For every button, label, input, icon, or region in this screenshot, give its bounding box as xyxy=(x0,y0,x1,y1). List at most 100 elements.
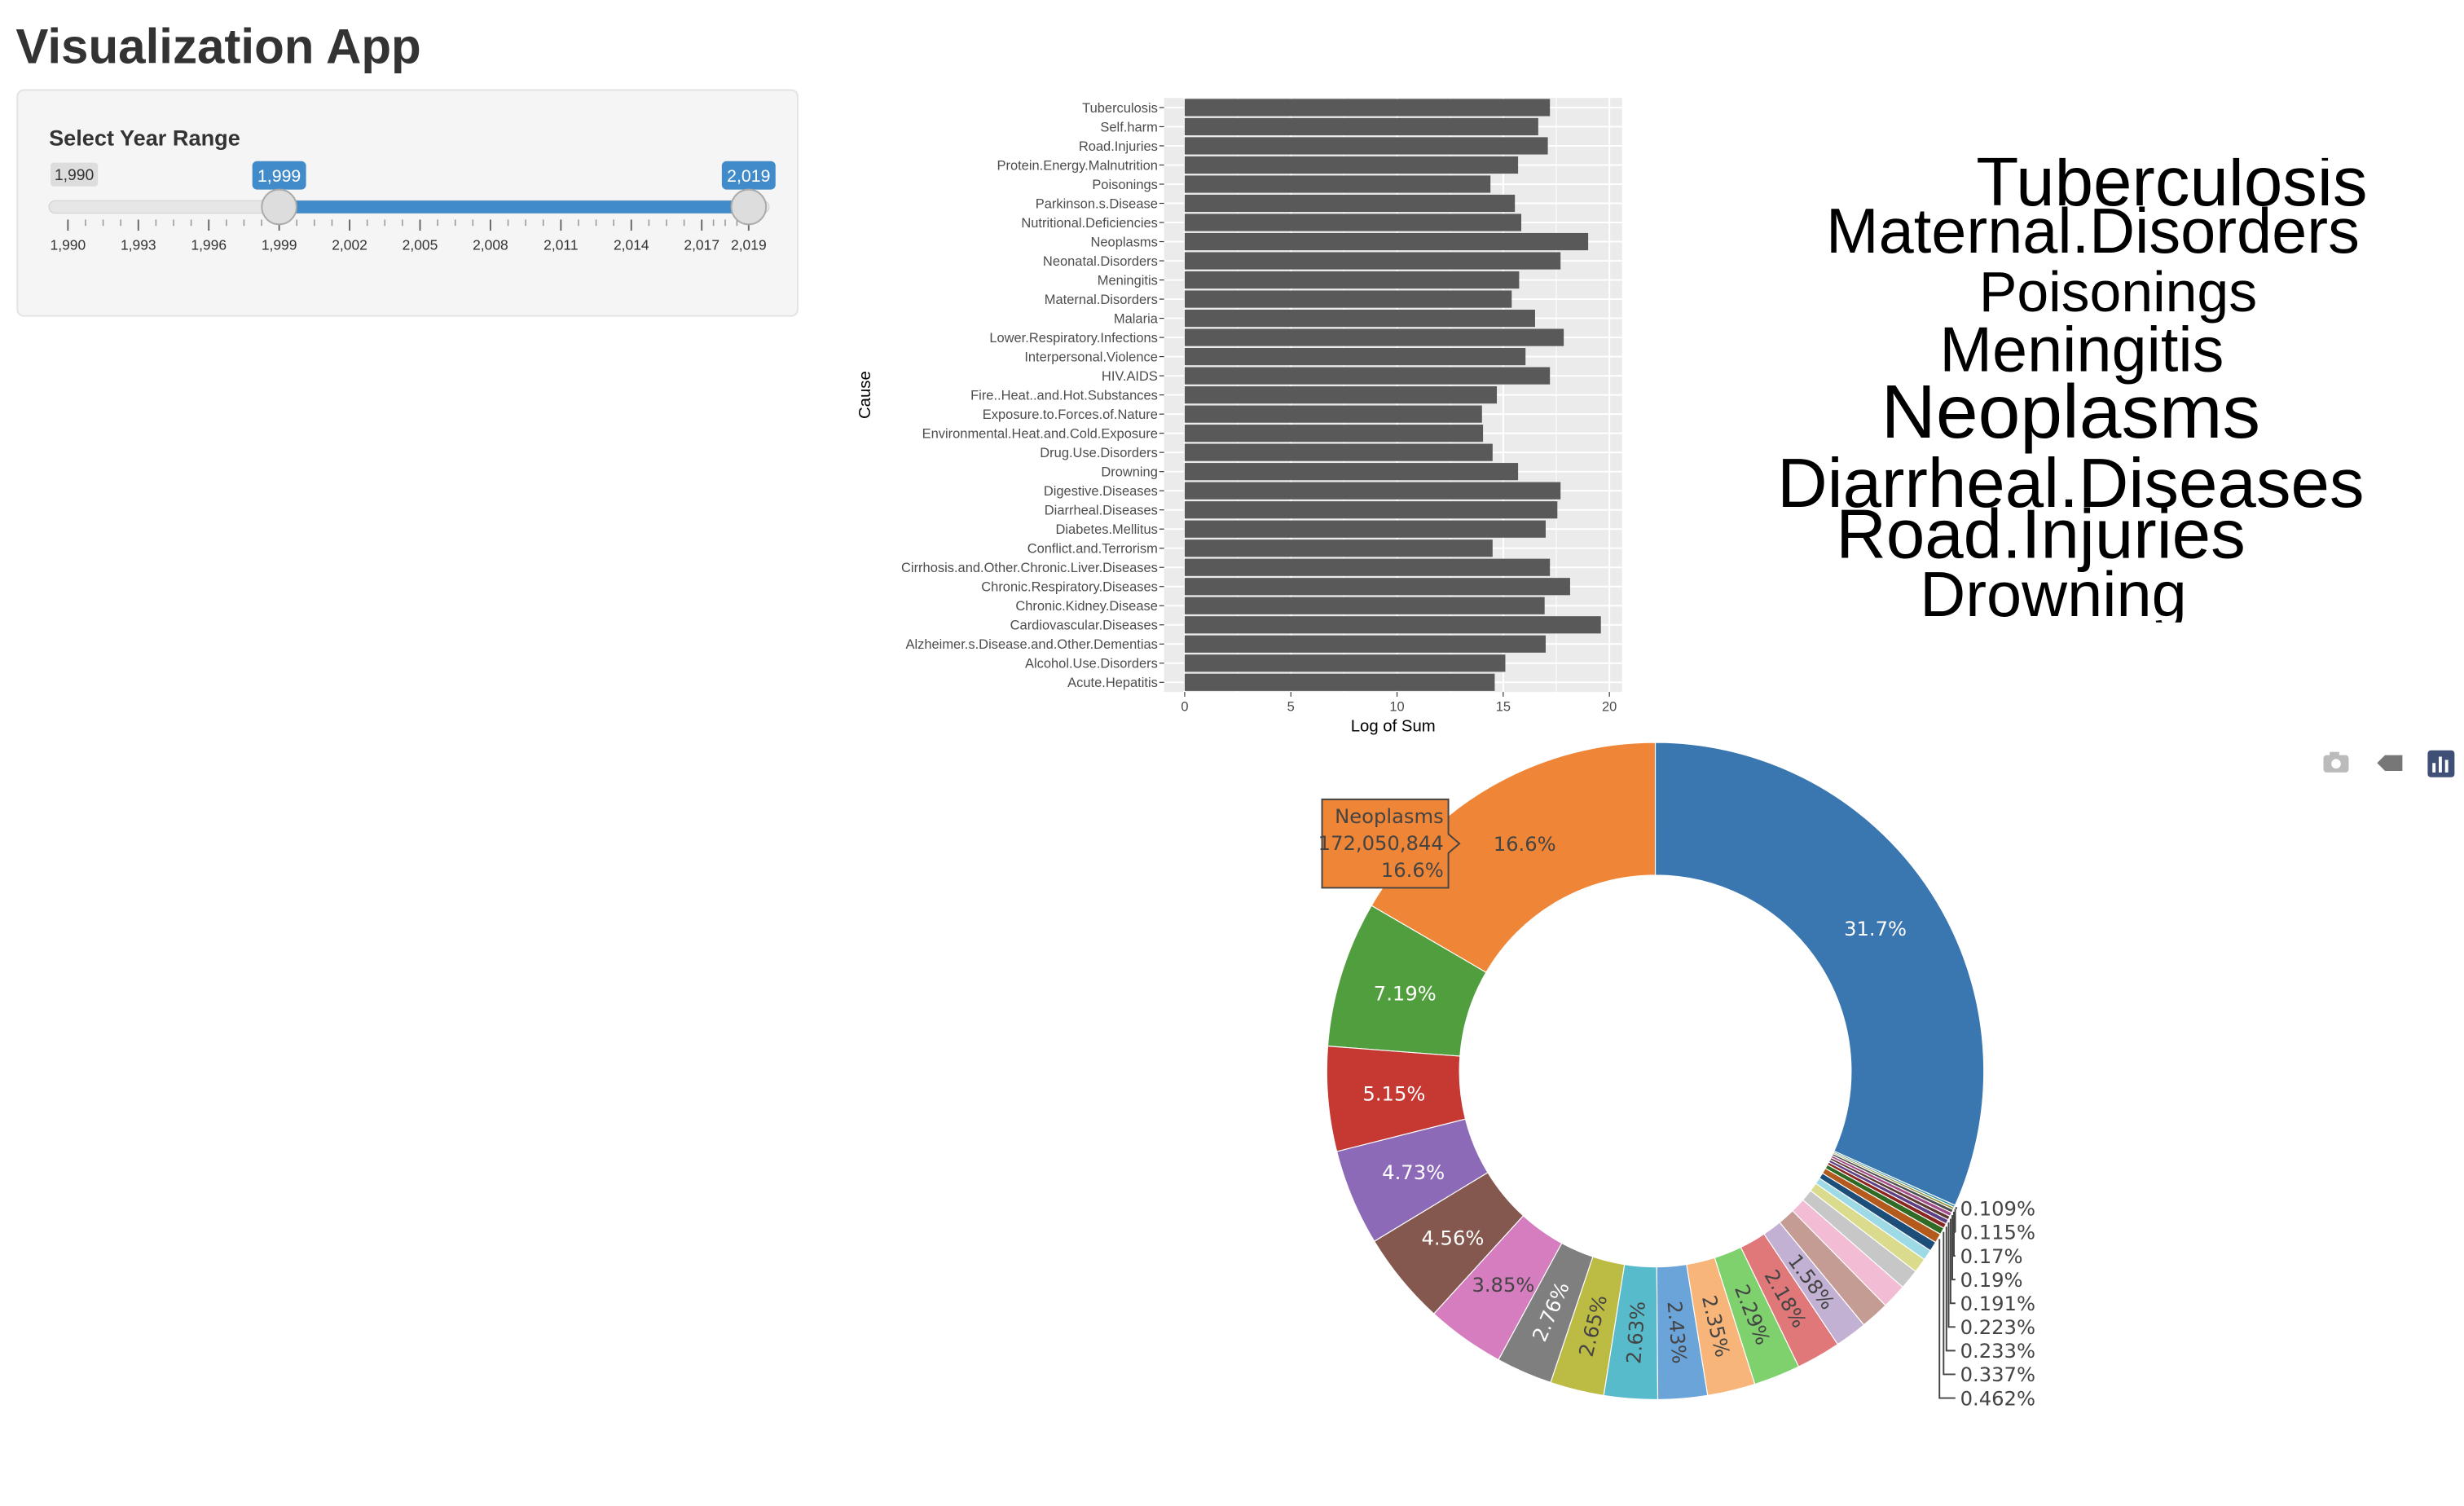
y-tick-label: Interpersonal.Violence xyxy=(1024,350,1158,364)
y-tick-label: Lower.Respiratory.Infections xyxy=(989,331,1158,346)
y-tick-label: Exposure.to.Forces.of.Nature xyxy=(983,407,1158,422)
donut-slice xyxy=(1654,742,1985,1206)
y-tick-label: Diarrheal.Diseases xyxy=(1045,504,1158,518)
word: Road.Injuries xyxy=(1836,495,2246,573)
outside-label: 0.223% xyxy=(1960,1316,2035,1339)
bar xyxy=(1184,578,1570,596)
to-label: 2,019 xyxy=(727,166,770,186)
bar xyxy=(1184,156,1519,174)
bar xyxy=(1184,99,1551,117)
donut-outside-labels: 0.109%0.115%0.17%0.19%0.191%0.223%0.233%… xyxy=(1938,1198,2035,1410)
hover-button[interactable] xyxy=(2377,755,2403,771)
bar xyxy=(1184,137,1548,155)
x-tick-label: 0 xyxy=(1181,699,1188,714)
min-label-box xyxy=(51,162,99,187)
outside-label: 0.191% xyxy=(1960,1292,2035,1315)
y-tick-label: Environmental.Heat.and.Cold.Exposure xyxy=(922,426,1158,441)
slice-label: 2.43% xyxy=(1663,1300,1691,1364)
bar xyxy=(1184,175,1491,193)
y-tick-label: Protein.Energy.Malnutrition xyxy=(997,158,1157,173)
from-label: 1,999 xyxy=(257,166,301,186)
slider-tick-label: 2,008 xyxy=(473,236,508,253)
bar xyxy=(1184,654,1506,672)
x-tick-label: 15 xyxy=(1496,699,1511,714)
word-cloud: TuberculosisMaternal.DisordersPoisonings… xyxy=(1777,158,2367,630)
slider-tick-label: 1,993 xyxy=(121,236,156,253)
slice-label: 4.56% xyxy=(1421,1226,1484,1249)
y-tick-label: Self.harm xyxy=(1100,120,1157,134)
y-tick-label: Acute.Hepatitis xyxy=(1067,676,1158,690)
bar xyxy=(1184,386,1498,404)
tooltip-percent: 16.6% xyxy=(1381,859,1444,882)
leader-line xyxy=(1949,1218,1956,1305)
leader-line xyxy=(1951,1215,1956,1281)
x-tick-label: 5 xyxy=(1287,699,1295,714)
outside-label: 0.17% xyxy=(1960,1245,2023,1268)
leader-line xyxy=(1943,1231,1956,1376)
bar xyxy=(1184,117,1538,136)
plotly-logo[interactable] xyxy=(2427,750,2455,777)
donut-chart: 31.7%16.6%7.19%5.15%4.73%4.56%3.85%2.76%… xyxy=(1326,742,1985,1400)
slice-label: 7.19% xyxy=(1374,982,1437,1005)
y-tick-label: Neonatal.Disorders xyxy=(1043,254,1158,269)
y-tick-label: HIV.AIDS xyxy=(1102,369,1158,384)
bar xyxy=(1184,290,1512,308)
leader-line xyxy=(1947,1222,1956,1328)
tooltip-box xyxy=(1321,798,1461,889)
bar xyxy=(1184,367,1551,385)
word: Poisonings xyxy=(1979,260,2257,324)
min-label: 1,990 xyxy=(55,166,95,184)
slice-label: 4.73% xyxy=(1382,1161,1445,1184)
app-title: Visualization App xyxy=(15,20,420,74)
slice-label: 5.15% xyxy=(1362,1083,1425,1106)
outside-label: 0.109% xyxy=(1960,1198,2035,1221)
bar xyxy=(1184,539,1493,557)
outside-label: 0.233% xyxy=(1960,1340,2035,1363)
from-handle[interactable] xyxy=(261,188,297,226)
y-tick-label: Chronic.Respiratory.Diseases xyxy=(981,580,1158,595)
bar xyxy=(1184,348,1526,366)
to-handle[interactable] xyxy=(730,188,768,226)
y-tick-label: Chronic.Kidney.Disease xyxy=(1015,599,1158,614)
bar xyxy=(1184,520,1546,538)
hover-tooltip: Neoplasms 172,050,844 16.6% xyxy=(1318,798,1461,889)
y-tick-label: Tuberculosis xyxy=(1082,101,1158,116)
tooltip-name: Neoplasms xyxy=(1335,805,1444,828)
bar xyxy=(1184,194,1516,213)
word: Neoplasms xyxy=(1881,369,2260,454)
word: Maternal.Disorders xyxy=(1826,196,2360,266)
word: Drowning xyxy=(1920,560,2186,630)
leader-line xyxy=(1945,1226,1956,1352)
outside-label: 0.19% xyxy=(1960,1269,2023,1292)
modebar xyxy=(2323,750,2455,777)
donut-slice xyxy=(1371,742,1657,974)
leader-line xyxy=(1953,1211,1956,1257)
bar xyxy=(1184,405,1482,423)
bar-chart: 0 5 10 15 20 Tuberculosis Self.harm Road.Injuri… xyxy=(856,98,1622,736)
bar xyxy=(1184,635,1546,653)
outside-label: 0.337% xyxy=(1960,1363,2035,1386)
slider-tick-label: 2,017 xyxy=(684,236,719,253)
range-slider[interactable]: 1,990 1,993 1,996 1,999 2,002 2,005 2,008 2,011… xyxy=(48,161,776,253)
y-tick-label: Parkinson.s.Disease xyxy=(1036,196,1158,211)
bar xyxy=(1184,214,1522,231)
bar xyxy=(1184,443,1493,461)
bar xyxy=(1184,252,1561,270)
bar xyxy=(1184,558,1551,576)
slider-tick-label: 1,990 xyxy=(51,236,86,253)
bar xyxy=(1184,673,1495,691)
slider-tick-label: 2,002 xyxy=(332,236,367,253)
y-tick-label: Poisonings xyxy=(1092,178,1158,192)
y-tick-label: Road.Injuries xyxy=(1079,139,1158,154)
slider-tick-label: 2,005 xyxy=(403,236,438,253)
bar xyxy=(1184,328,1564,346)
slider-bar xyxy=(279,200,749,214)
y-tick-label: Neoplasms xyxy=(1091,235,1158,249)
y-tick-label: Drowning xyxy=(1101,465,1158,479)
camera-button[interactable] xyxy=(2323,751,2349,773)
tooltip-value: 172,050,844 xyxy=(1318,832,1444,855)
slider-tick-label: 2,011 xyxy=(543,236,578,253)
slider-tick-label: 2,019 xyxy=(731,236,767,253)
